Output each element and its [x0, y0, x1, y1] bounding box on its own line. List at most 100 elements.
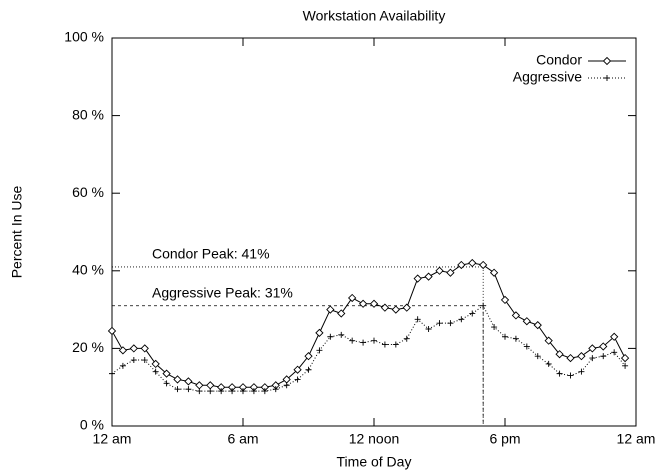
data-point: [173, 375, 182, 384]
data-point: [316, 347, 323, 354]
data-point: [315, 328, 324, 338]
data-point: [545, 360, 552, 367]
series-line: [111, 262, 626, 388]
data-point: [599, 342, 608, 351]
data-point: [240, 388, 246, 395]
data-point: [381, 341, 388, 348]
data-point: [544, 336, 553, 345]
data-point: [206, 381, 215, 390]
data-point: [425, 326, 432, 332]
data-point: [162, 369, 171, 378]
data-point: [479, 260, 488, 270]
data-point: [272, 386, 279, 393]
data-point: [620, 353, 630, 363]
data-point: [118, 346, 128, 355]
data-point: [457, 260, 466, 270]
data-point: [523, 343, 530, 350]
data-point: [358, 299, 368, 308]
data-point: [250, 388, 257, 395]
data-point: [402, 303, 411, 312]
y-tick-label: 20 %: [72, 339, 104, 355]
legend-label: Condor: [536, 52, 582, 68]
data-point: [380, 303, 390, 312]
data-point: [566, 353, 575, 363]
data-point: [578, 368, 585, 375]
data-point: [436, 320, 443, 327]
data-point: [130, 357, 137, 364]
data-point: [446, 268, 455, 277]
data-point: [588, 344, 597, 353]
plot-frame: [111, 37, 637, 427]
data-point: [391, 305, 400, 314]
data-point: [349, 337, 356, 344]
data-point: [283, 382, 290, 389]
data-point: [502, 333, 508, 340]
annotation: Condor Peak: 41%: [152, 246, 270, 262]
data-point: [555, 350, 564, 359]
data-point: [522, 317, 531, 326]
data-point: [282, 375, 291, 384]
data-point: [622, 362, 629, 369]
x-tick-label: 6 am: [227, 431, 258, 447]
data-point: [293, 365, 302, 374]
data-point: [512, 335, 519, 342]
data-point: [369, 299, 379, 308]
data-point: [360, 339, 367, 346]
y-tick-label: 40 %: [72, 262, 104, 278]
data-point: [511, 311, 521, 320]
data-point: [480, 302, 487, 309]
data-point: [184, 377, 193, 386]
data-point: [238, 383, 248, 392]
data-point: [534, 353, 541, 360]
data-point: [338, 331, 345, 338]
data-point: [140, 344, 149, 353]
series-line: [111, 304, 626, 392]
data-point: [577, 352, 586, 361]
data-point: [207, 388, 214, 395]
data-point: [489, 268, 499, 277]
data-point: [458, 316, 465, 323]
data-point: [109, 370, 115, 377]
data-point: [371, 337, 377, 344]
data-point: [600, 353, 607, 360]
legend-label: Aggressive: [513, 69, 582, 85]
data-point: [589, 355, 596, 362]
data-point: [447, 320, 454, 327]
data-point: [424, 272, 433, 281]
data-point: [326, 305, 335, 314]
x-tick-label: 12 am: [617, 431, 656, 447]
data-point: [491, 324, 498, 331]
data-point: [119, 362, 126, 369]
data-point: [337, 309, 346, 318]
legend-marker: [604, 75, 610, 81]
data-point: [163, 380, 170, 387]
data-point: [392, 341, 399, 348]
data-point: [294, 376, 301, 383]
data-point: [196, 388, 203, 395]
data-point: [129, 344, 138, 353]
data-point: [174, 386, 181, 393]
y-axis-label: Percent In Use: [9, 185, 25, 278]
data-point: [107, 326, 117, 336]
data-point: [327, 333, 334, 340]
data-point: [556, 370, 563, 377]
data-point: [567, 372, 574, 379]
data-point: [413, 274, 422, 283]
x-tick-label: 6 pm: [489, 431, 520, 447]
data-point: [414, 316, 421, 323]
annotation: Aggressive Peak: 31%: [152, 284, 293, 300]
data-point: [151, 359, 160, 369]
data-point: [249, 383, 259, 392]
x-axis-label: Time of Day: [337, 454, 412, 470]
data-point: [195, 381, 204, 390]
data-point: [217, 383, 226, 392]
y-tick-label: 0 %: [80, 417, 104, 433]
data-point: [610, 332, 619, 341]
data-point: [435, 266, 444, 275]
data-point: [261, 388, 268, 395]
chart-title: Workstation Availability: [303, 8, 446, 24]
data-point: [611, 349, 618, 356]
data-point: [185, 386, 192, 393]
data-point: [218, 388, 225, 395]
